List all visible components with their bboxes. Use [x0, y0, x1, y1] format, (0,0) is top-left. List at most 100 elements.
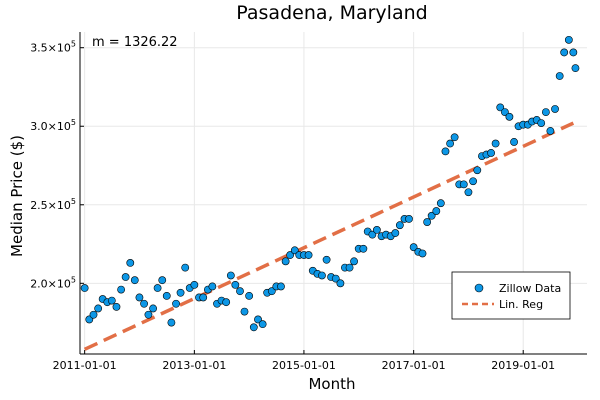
data-point [569, 48, 578, 57]
data-point [350, 257, 358, 266]
data-point [249, 323, 258, 332]
data-point [537, 119, 546, 128]
data-point [505, 112, 514, 121]
data-point [149, 304, 157, 313]
data-point [491, 139, 500, 148]
data-point [391, 229, 400, 237]
data-point [222, 298, 231, 307]
legend-label-zillow: Zillow Data [499, 282, 561, 295]
data-point [450, 133, 459, 142]
regression-line [83, 121, 575, 351]
x-tick-label: 2019-01-01 [491, 359, 555, 372]
data-point [318, 271, 326, 280]
data-point [94, 304, 103, 313]
data-point [441, 147, 450, 156]
data-point [546, 127, 555, 135]
data-point [571, 64, 580, 73]
data-point [258, 320, 267, 329]
data-point [281, 257, 290, 266]
data-point [117, 285, 126, 294]
data-point [162, 291, 171, 300]
data-point [541, 108, 550, 117]
data-point [501, 108, 509, 117]
data-point [181, 263, 190, 272]
data-point [277, 282, 285, 291]
data-point [464, 188, 473, 197]
data-point [126, 258, 135, 267]
y-tick-label: 2.5×105 [30, 197, 76, 212]
x-tick-label: 2015-01-01 [272, 359, 336, 372]
data-point [290, 246, 299, 255]
data-point [336, 279, 345, 288]
data-point [135, 293, 144, 302]
x-tick-label: 2013-01-01 [162, 359, 226, 372]
y-ticks: 2.0×105 2.5×105 3.0×105 3.5×105 [30, 40, 84, 290]
data-point [368, 230, 377, 239]
data-point [432, 207, 441, 215]
data-point [551, 105, 559, 113]
data-point [172, 299, 180, 308]
data-point [372, 226, 381, 234]
data-point [190, 280, 199, 289]
legend-marker-zillow [474, 283, 484, 293]
data-point [240, 307, 249, 316]
data-point [459, 180, 468, 189]
data-point [112, 302, 121, 311]
data-point [286, 251, 295, 259]
regression-line-group [83, 121, 575, 351]
y-axis-title: Median Price ($) [8, 135, 26, 257]
legend-box [451, 271, 571, 320]
data-point [427, 211, 436, 220]
y-tick-label: 2.0×105 [30, 275, 76, 290]
data-point [80, 284, 89, 292]
x-tick-label: 2017-01-01 [382, 359, 446, 372]
data-point [331, 274, 340, 283]
data-point [236, 287, 244, 296]
x-tick-label: 2011-01-01 [53, 359, 117, 372]
data-point [226, 271, 235, 280]
scatter-points [80, 35, 580, 332]
data-point [254, 315, 262, 324]
data-point [423, 218, 432, 226]
data-point [564, 35, 573, 44]
data-point [144, 310, 153, 319]
data-point [510, 138, 518, 146]
data-point [107, 296, 116, 305]
data-point [345, 263, 354, 272]
data-point [322, 255, 331, 264]
data-point [267, 287, 276, 296]
data-point [487, 149, 495, 157]
data-point [405, 215, 413, 223]
data-point [167, 318, 176, 327]
data-point [153, 284, 162, 292]
data-point [121, 273, 130, 281]
data-point [231, 280, 240, 289]
data-point [304, 251, 313, 259]
data-point [496, 103, 505, 112]
data-point [158, 276, 167, 285]
data-point [555, 72, 564, 80]
slope-annotation: m = 1326.22 [92, 35, 178, 50]
data-point [89, 310, 98, 319]
data-point [140, 299, 148, 308]
data-point [359, 244, 368, 253]
data-point [176, 288, 185, 297]
x-axis-title: Month [308, 375, 355, 393]
data-point [130, 276, 139, 285]
data-point [208, 282, 217, 291]
data-point [418, 249, 427, 258]
data-point [409, 243, 418, 252]
data-point [473, 166, 482, 175]
data-point [436, 199, 445, 208]
data-point [245, 291, 254, 300]
chart-title: Pasadena, Maryland [236, 2, 427, 24]
data-point [469, 177, 477, 186]
y-tick-label: 3.5×105 [30, 40, 76, 55]
data-point [560, 48, 569, 57]
legend: Zillow Data Lin. Reg [451, 271, 571, 320]
x-ticks: 2011-01-01 2013-01-01 2015-01-01 2017-01-01… [53, 350, 555, 372]
legend-label-linreg: Lin. Reg [499, 298, 543, 311]
y-tick-label: 3.0×105 [30, 118, 76, 133]
data-point [446, 139, 455, 148]
